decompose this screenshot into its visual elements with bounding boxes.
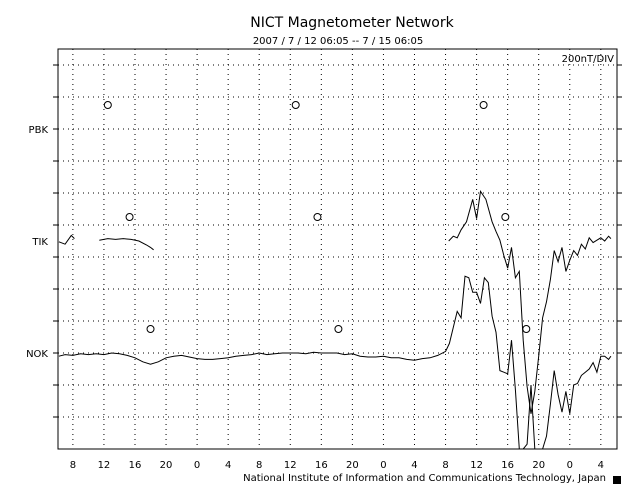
- x-tick-label: 16: [129, 460, 142, 471]
- x-tick-label: 20: [532, 460, 545, 471]
- x-tick-label: 20: [160, 460, 173, 471]
- station-label-nok: NOK: [26, 349, 48, 360]
- trace-tik: [58, 234, 75, 245]
- midnight-marker-nok: [146, 325, 155, 333]
- midnight-marker-tik: [313, 213, 322, 221]
- x-tick-label: 0: [194, 460, 200, 471]
- station-traces: [58, 190, 612, 450]
- x-tick-label: 0: [380, 460, 386, 471]
- x-axis-tick-labels: 8 12 16 20 0 4 8 12 16 20 0 4 8 12 16 20 0 4: [70, 460, 604, 471]
- station-label-pbk: PBK: [29, 125, 49, 136]
- y-axis-ticks: [53, 64, 622, 418]
- station-label-tik: TIK: [31, 237, 48, 248]
- x-tick-label: 8: [256, 460, 262, 471]
- scale-label: 200nT/DIV: [562, 54, 615, 65]
- x-tick-label: 16: [501, 460, 514, 471]
- plot-frame: [57, 48, 618, 450]
- x-tick-label: 8: [442, 460, 448, 471]
- trace-tik: [99, 238, 154, 251]
- x-tick-label: 4: [598, 460, 604, 471]
- station-labels: PBK TIK NOK: [26, 125, 48, 360]
- x-tick-label: 16: [315, 460, 328, 471]
- x-tick-label: 0: [567, 460, 573, 471]
- midnight-marker-pbk: [291, 101, 300, 109]
- x-tick-label: 12: [284, 460, 297, 471]
- x-tick-label: 4: [411, 460, 417, 471]
- x-tick-label: 20: [346, 460, 359, 471]
- midnight-marker-pbk: [103, 101, 112, 109]
- midnight-marker-pbk: [479, 101, 488, 109]
- x-tick-label: 8: [70, 460, 76, 471]
- x-tick-label: 12: [470, 460, 483, 471]
- midnight-marker-nok: [522, 325, 531, 333]
- x-tick-label: 4: [225, 460, 231, 471]
- credit-text: National Institute of Information and Co…: [243, 473, 606, 484]
- midnight-markers: [103, 101, 531, 333]
- grid: [58, 49, 617, 449]
- corner-logo-block: [613, 476, 621, 484]
- trace-nok: [58, 275, 612, 450]
- midnight-marker-tik: [125, 213, 134, 221]
- midnight-marker-nok: [334, 325, 343, 333]
- x-tick-label: 12: [98, 460, 111, 471]
- chart-subtitle: 2007 / 7 / 12 06:05 -- 7 / 15 06:05: [253, 36, 423, 47]
- midnight-marker-tik: [501, 213, 510, 221]
- chart-title: NICT Magnetometer Network: [250, 15, 454, 31]
- trace-tik: [448, 190, 612, 414]
